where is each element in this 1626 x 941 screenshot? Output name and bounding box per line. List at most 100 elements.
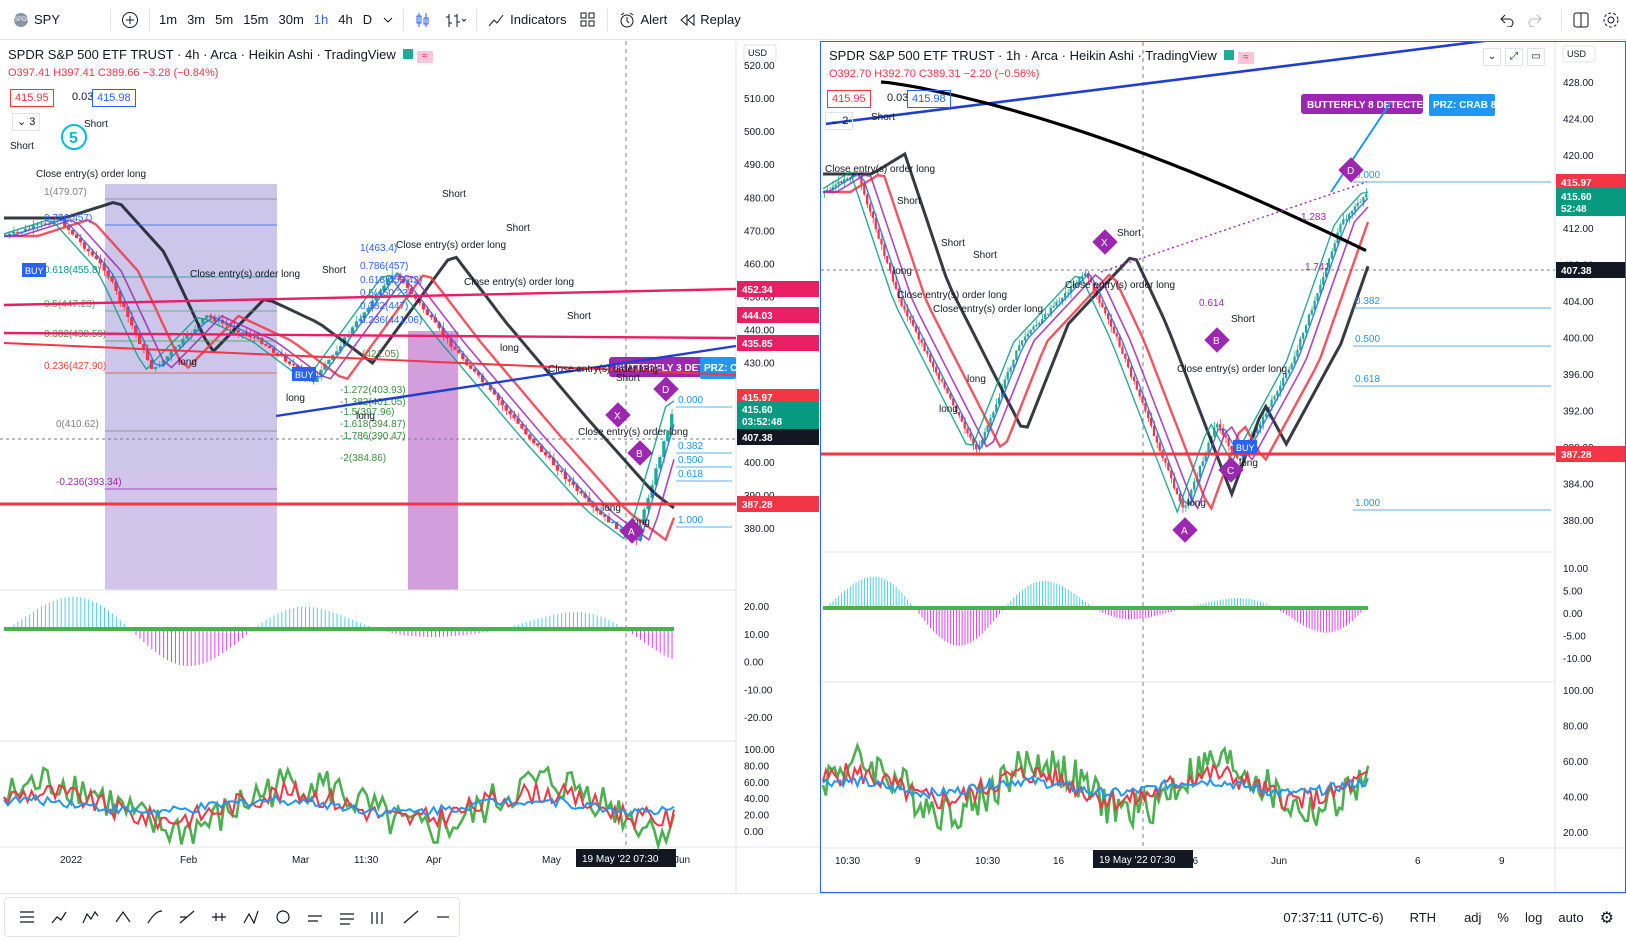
interval-1m[interactable]: 1m (159, 12, 178, 27)
price-tag-label: 387.28 (742, 500, 773, 511)
text-tool-icon[interactable] (175, 905, 199, 929)
candle-body (449, 338, 453, 347)
chart-pane-4h[interactable]: 520.00 510.00 500.00 490.00 480.00 470.00 460.… (0, 41, 820, 893)
log-toggle[interactable]: log (1524, 910, 1543, 925)
cursor-tool-icon[interactable] (15, 905, 39, 929)
candle-body (966, 428, 969, 434)
pane-restore-button[interactable]: ▭ (1527, 48, 1545, 66)
fib-ratio-label: 0.618 (1355, 374, 1380, 385)
trend-line-tool-icon[interactable] (47, 905, 71, 929)
replay-button[interactable]: Replay (673, 5, 746, 35)
candle-body (960, 415, 963, 422)
price-tag (737, 496, 819, 512)
moving-average-line (4, 219, 675, 542)
brush-tool-icon[interactable] (143, 905, 167, 929)
magnet-tool-icon[interactable] (399, 905, 423, 929)
time-axis-label: 16 (1053, 856, 1065, 867)
ruler-tool-icon[interactable] (207, 905, 231, 929)
interval-dropdown[interactable] (377, 5, 399, 35)
interval-5m[interactable]: 5m (215, 12, 234, 27)
sell-price-box[interactable]: 415.95 (10, 89, 54, 107)
candle-body (1316, 293, 1319, 301)
candle-body (662, 441, 666, 458)
sell-price-box[interactable]: 415.95 (827, 90, 871, 108)
price-axis-label: 396.00 (1563, 370, 1594, 381)
forecast-tool-icon[interactable] (335, 905, 359, 929)
signal-label: Short (567, 311, 591, 322)
fib-level-label: 0.786(457) (44, 213, 92, 224)
spread-value: 0.03 (72, 91, 94, 103)
fib-level-label: -1.382(401.05) (340, 397, 406, 408)
indicators-button[interactable]: Indicators (481, 5, 572, 35)
candle-body (1063, 292, 1067, 298)
osc-axis-label: -20.00 (744, 713, 773, 724)
fib-level-label: 0.5(450.23) (360, 288, 411, 299)
candle-body (398, 274, 402, 280)
settings-gear-icon[interactable]: ⚙ (1599, 909, 1614, 927)
moving-average-line (4, 218, 676, 542)
price-axis-label: 400.00 (744, 458, 775, 469)
harmonic-point-label: C (1227, 466, 1234, 477)
pattern-tool-icon[interactable] (111, 905, 135, 929)
price-axis-label: 412.00 (1563, 224, 1594, 235)
interval-D[interactable]: D (362, 12, 373, 27)
alert-button[interactable]: Alert (612, 5, 674, 35)
layouts-button[interactable] (573, 5, 603, 35)
candle-body (607, 516, 611, 523)
interval-15m[interactable]: 15m (243, 12, 269, 27)
candle-body (1270, 399, 1273, 407)
time-axis-label: 9 (915, 856, 921, 867)
candle-body (1264, 413, 1268, 417)
pane-maximize-button[interactable]: ⤢ (1505, 48, 1523, 66)
fib-retracement-tool-icon[interactable] (79, 905, 103, 929)
prediction-tool-icon[interactable] (303, 905, 327, 929)
candle-body (1319, 284, 1322, 294)
candle-body (1012, 359, 1015, 368)
fib-ratio-label: 0.500 (678, 455, 703, 466)
candle-body (236, 330, 240, 333)
candle-body (1221, 428, 1224, 435)
settings-button[interactable] (1596, 5, 1626, 35)
prz-label: PRZ: CRAB 8 (1433, 100, 1497, 111)
symbol-search[interactable]: SPDR SPY (8, 5, 66, 35)
bar-style-button[interactable] (408, 5, 438, 35)
split-layout-icon (1573, 12, 1589, 28)
auto-toggle[interactable]: auto (1558, 910, 1584, 925)
interval-1h[interactable]: 1h (313, 12, 329, 27)
adj-toggle[interactable]: adj (1464, 910, 1482, 925)
compare-button[interactable] (115, 5, 145, 35)
layers-toggle[interactable]: ⌄ 3 (12, 113, 41, 131)
buy-price-box[interactable]: 415.98 (92, 89, 136, 107)
interval-4h[interactable]: 4h (338, 12, 353, 27)
candle-body (1353, 206, 1356, 211)
interval-30m[interactable]: 30m (278, 12, 304, 27)
chart-canvas-4h[interactable]: 520.00510.00500.00490.00480.00470.00460.… (0, 41, 820, 893)
candle-body (920, 339, 923, 343)
percent-toggle[interactable]: % (1497, 910, 1509, 925)
redo-button[interactable] (1521, 5, 1549, 35)
zoom-tool-icon[interactable] (271, 905, 295, 929)
pane-collapse-button[interactable]: ⌄ (1483, 48, 1501, 66)
long-position-tool-icon[interactable] (239, 905, 263, 929)
buy-price-box[interactable]: 415.98 (907, 90, 951, 108)
time-axis-label: May (542, 855, 561, 866)
lock-tool-icon[interactable] (431, 905, 455, 929)
grid-layout-icon (580, 12, 594, 26)
candle-body (157, 365, 162, 367)
interval-3m[interactable]: 3m (187, 12, 206, 27)
moving-average-line (822, 173, 1369, 506)
moving-average-line (822, 170, 1369, 514)
chart-canvas-1h[interactable]: 428.00424.00420.00416.00412.00408.00404.… (821, 42, 1626, 893)
chart-type-button[interactable] (438, 5, 472, 35)
session-toggle[interactable]: RTH (1409, 910, 1437, 925)
harmonic-ratio-label: 0.614 (1199, 298, 1224, 309)
measure-tool-icon[interactable] (367, 905, 391, 929)
fib-level-label: -1.5(397.96) (340, 407, 394, 418)
chart-pane-1h[interactable]: 428.00424.00420.00416.00412.00408.00404.… (820, 41, 1626, 893)
signal-label: Close entry(s) order long (36, 169, 146, 180)
layers-toggle[interactable]: ⌄ 2 (825, 112, 854, 130)
undo-button[interactable] (1493, 5, 1521, 35)
candle-body (35, 224, 39, 226)
layout-select-button[interactable] (1566, 5, 1596, 35)
signal-label: Short (871, 112, 895, 123)
